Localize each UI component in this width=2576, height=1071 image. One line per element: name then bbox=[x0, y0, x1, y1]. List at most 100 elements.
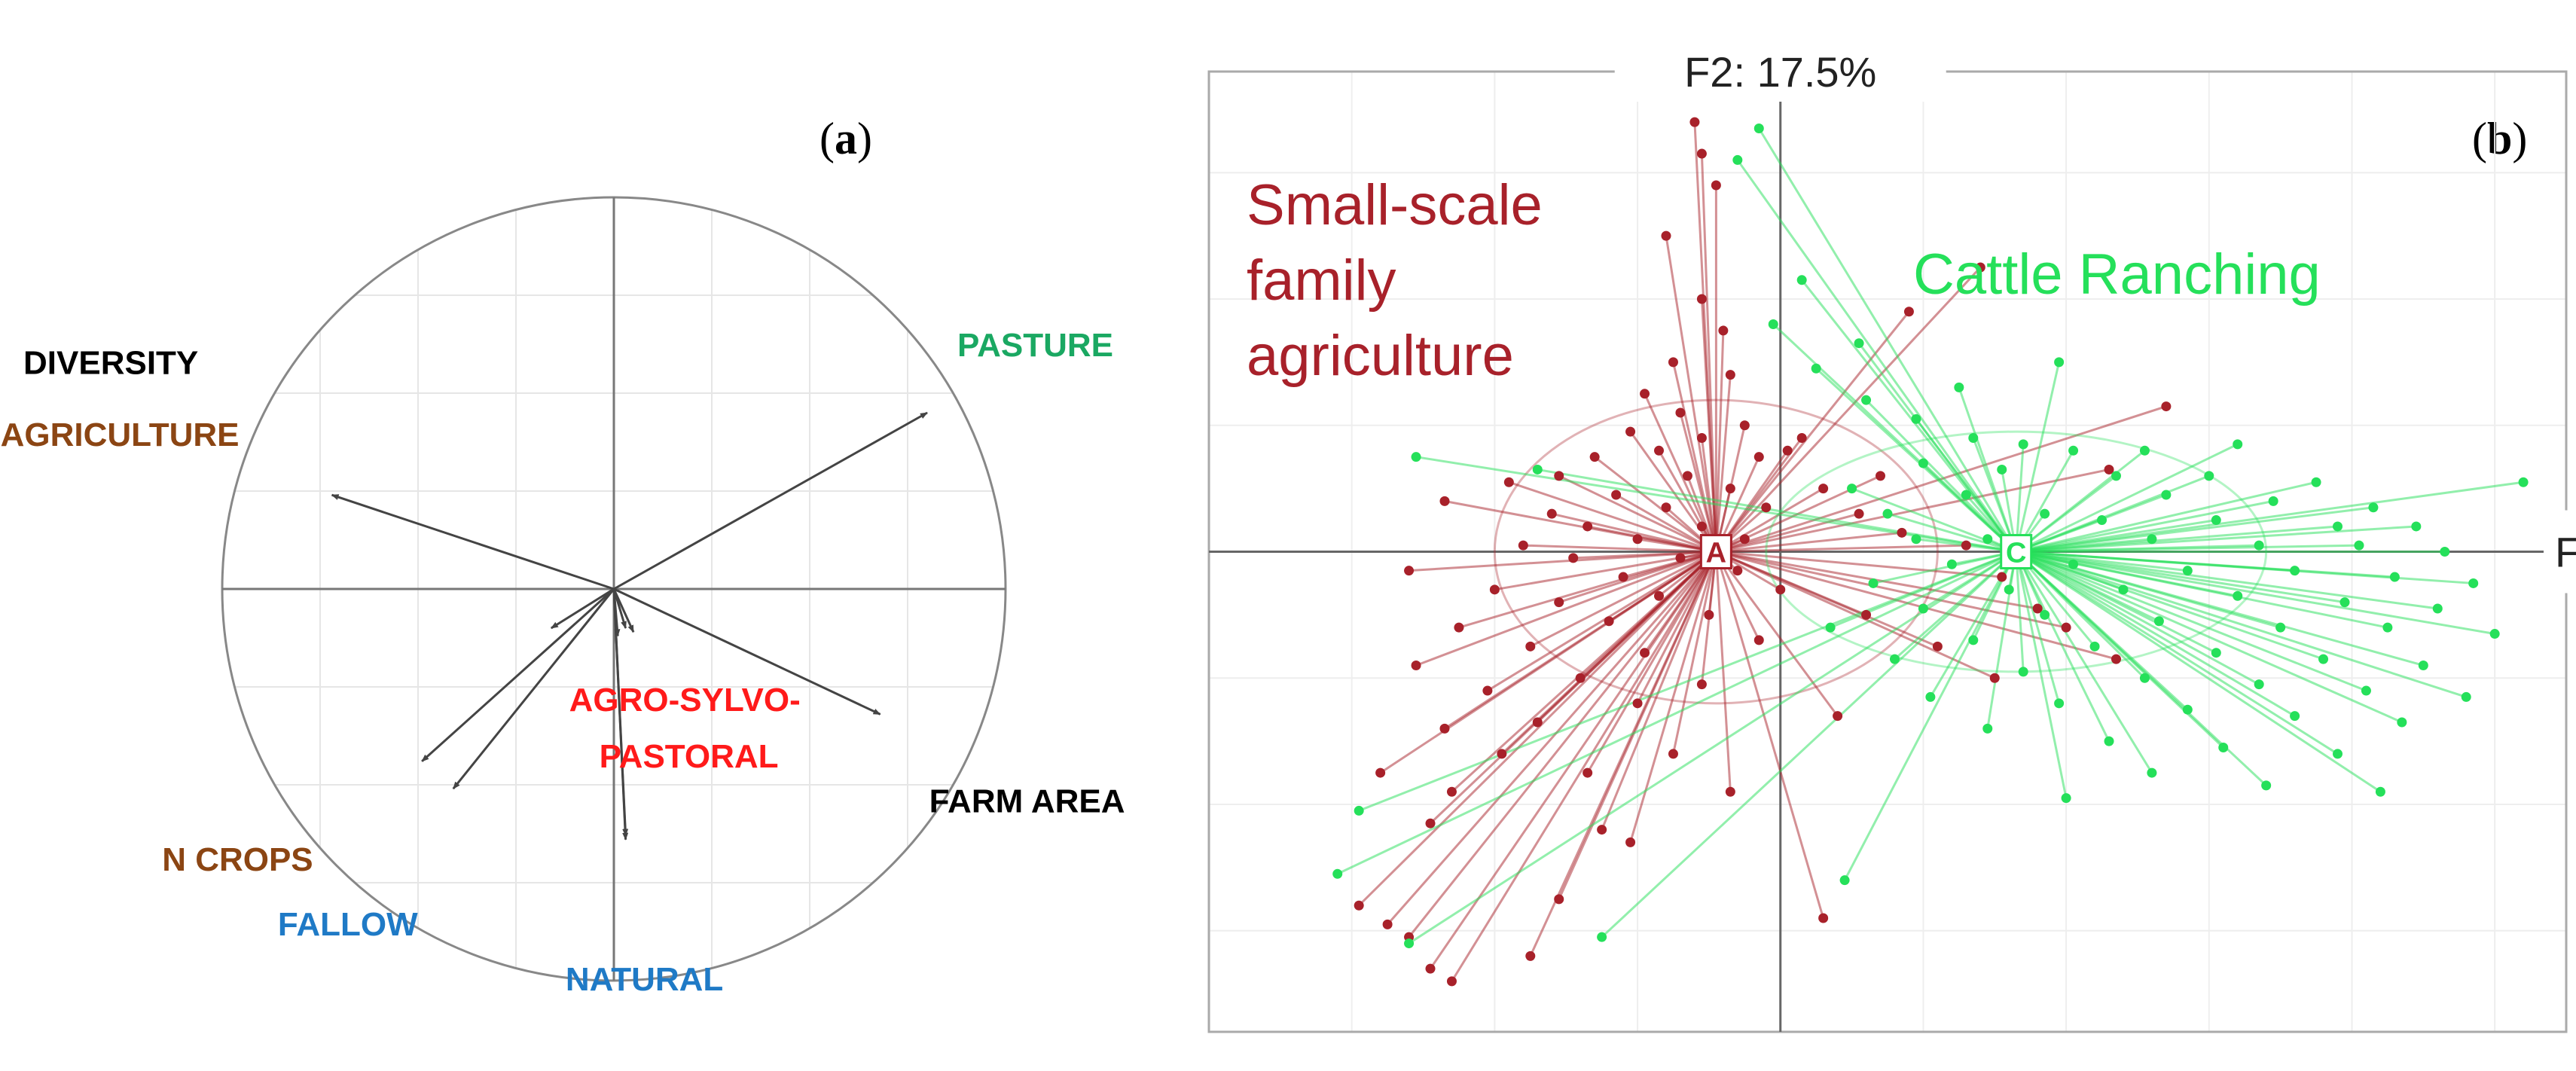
var-label-agro-sylvo: AGRO-SYLVO- bbox=[569, 682, 801, 719]
star-line-small-scale bbox=[1672, 362, 1717, 552]
point-small-scale bbox=[1404, 566, 1415, 576]
point-cattle bbox=[2018, 667, 2028, 677]
star-line-small-scale bbox=[1665, 235, 1717, 552]
point-small-scale bbox=[1568, 553, 1579, 563]
point-small-scale bbox=[2111, 654, 2121, 664]
point-cattle bbox=[1532, 464, 1543, 474]
point-small-scale bbox=[1818, 484, 1829, 494]
point-cattle bbox=[1889, 654, 1900, 664]
star-line-small-scale bbox=[1714, 488, 1732, 552]
point-small-scale bbox=[1546, 508, 1557, 519]
star-line-cattle bbox=[2016, 544, 2260, 553]
point-small-scale bbox=[1668, 357, 1678, 368]
point-small-scale bbox=[1739, 534, 1750, 545]
var-label-agriculture: AGRICULTURE bbox=[1, 416, 240, 453]
point-cattle bbox=[2068, 559, 2079, 569]
point-cattle bbox=[2397, 717, 2407, 728]
star-line-cattle bbox=[2016, 551, 2281, 629]
point-cattle bbox=[2311, 477, 2321, 487]
point-small-scale bbox=[1425, 963, 1436, 974]
star-line-cattle bbox=[1972, 437, 2018, 553]
star-line-small-scale bbox=[1716, 551, 2067, 629]
star-line-cattle bbox=[2015, 551, 2339, 755]
star-line-small-scale bbox=[1715, 551, 1760, 641]
star-line-small-scale bbox=[1665, 506, 1717, 553]
axis-label-f2: F2: 17.5% bbox=[1684, 48, 1876, 96]
star-line-small-scale bbox=[1608, 551, 1717, 623]
point-cattle bbox=[2161, 490, 2172, 500]
star-line-cattle bbox=[1958, 386, 2018, 552]
star-line-small-scale bbox=[1715, 450, 1789, 553]
point-cattle bbox=[2004, 584, 2014, 595]
star-line-small-scale bbox=[1716, 551, 2002, 578]
star-line-small-scale bbox=[1622, 551, 1717, 578]
point-small-scale bbox=[1682, 471, 1692, 481]
point-small-scale bbox=[1753, 452, 1764, 462]
star-line-small-scale bbox=[1716, 468, 2110, 553]
point-small-scale bbox=[1375, 767, 1386, 778]
point-small-scale bbox=[1775, 584, 1786, 595]
star-line-cattle bbox=[2015, 450, 2146, 553]
arrow-extra-2 bbox=[612, 588, 635, 633]
point-cattle bbox=[2368, 502, 2379, 513]
point-cattle bbox=[2111, 471, 2121, 481]
point-cattle bbox=[1411, 452, 1421, 462]
point-cattle bbox=[2461, 691, 2471, 702]
point-small-scale bbox=[1604, 616, 1614, 627]
point-small-scale bbox=[1583, 767, 1593, 778]
point-cattle bbox=[2418, 660, 2428, 670]
point-small-scale bbox=[1732, 566, 1743, 576]
point-small-scale bbox=[1503, 477, 1514, 487]
axis-label-f1-bg bbox=[2544, 510, 2576, 593]
point-cattle bbox=[2097, 515, 2107, 526]
point-small-scale bbox=[1696, 294, 1707, 304]
star-line-cattle bbox=[2016, 443, 2239, 553]
star-line-cattle bbox=[1830, 551, 2017, 629]
point-small-scale bbox=[1725, 484, 1735, 494]
point-cattle bbox=[2233, 439, 2243, 450]
var-label-pasture: PASTURE bbox=[957, 327, 1113, 364]
point-cattle bbox=[1753, 123, 1764, 133]
star-line-cattle bbox=[1887, 512, 2017, 553]
star-line-small-scale bbox=[1530, 551, 1717, 648]
star-line-small-scale bbox=[1587, 525, 1717, 553]
point-cattle bbox=[1768, 319, 1778, 330]
star-line-cattle bbox=[2016, 551, 2295, 572]
star-line-small-scale bbox=[1636, 551, 1717, 704]
point-cattle bbox=[2361, 685, 2371, 696]
point-small-scale bbox=[1661, 230, 1671, 241]
var-label-diversity: DIVERSITY bbox=[23, 345, 198, 382]
point-small-scale bbox=[1597, 825, 1607, 835]
star-line-cattle bbox=[1929, 551, 2018, 698]
star-line-cattle bbox=[2015, 551, 2224, 749]
star-line-cattle bbox=[1986, 551, 2018, 729]
point-small-scale bbox=[1782, 445, 1793, 456]
star-line-small-scale bbox=[1379, 551, 1717, 774]
point-cattle bbox=[2432, 603, 2443, 614]
group-label-small-scale-line: agriculture bbox=[1247, 324, 1514, 388]
point-cattle bbox=[2054, 698, 2065, 709]
var-label-fallow: FALLOW bbox=[278, 906, 418, 943]
point-small-scale bbox=[1818, 913, 1829, 923]
star-line-cattle bbox=[2015, 551, 2046, 615]
star-line-cattle bbox=[2016, 551, 2346, 604]
star-line-small-scale bbox=[1701, 526, 1717, 553]
star-line-cattle bbox=[2015, 551, 2296, 717]
ellipse-cattle bbox=[1765, 430, 2268, 673]
star-line-small-scale bbox=[1715, 551, 1781, 591]
point-cattle bbox=[2233, 590, 2243, 601]
point-small-scale bbox=[1611, 490, 1622, 500]
point-cattle bbox=[2054, 357, 2065, 368]
var-label-pastoral: PASTORAL bbox=[600, 738, 779, 775]
star-line-cattle bbox=[2015, 551, 2111, 742]
star-line-cattle bbox=[1758, 127, 2017, 553]
arrow-n-crops bbox=[421, 587, 615, 762]
var-label-farm-area: FARM AREA bbox=[929, 783, 1125, 819]
star-line-cattle bbox=[1537, 468, 2016, 553]
point-small-scale bbox=[1382, 919, 1393, 929]
point-cattle bbox=[1997, 464, 2007, 474]
point-small-scale bbox=[2104, 464, 2114, 474]
point-small-scale bbox=[1989, 673, 2000, 683]
star-line-cattle bbox=[2015, 551, 2260, 685]
star-line-small-scale bbox=[1444, 551, 1717, 730]
